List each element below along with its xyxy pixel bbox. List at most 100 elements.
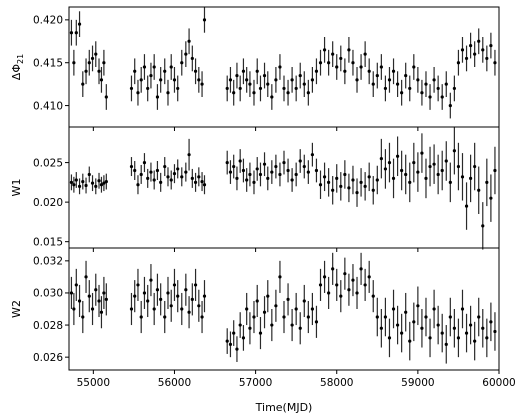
data-point [485, 336, 489, 340]
data-point [87, 294, 91, 298]
data-point [355, 78, 359, 82]
data-point [363, 184, 367, 188]
data-point [228, 170, 233, 174]
data-point [232, 331, 236, 335]
data-point [169, 65, 173, 69]
data-point [469, 43, 473, 48]
data-point [133, 294, 137, 298]
data-point [444, 159, 448, 163]
data-point [155, 95, 160, 99]
data-point [152, 65, 156, 69]
y-tick-label: 0.025 [33, 157, 63, 169]
data-point [252, 180, 256, 184]
y-axis-label: ΔΦ21 [10, 54, 25, 80]
data-point [448, 103, 452, 108]
data-point [252, 91, 256, 95]
data-point [232, 91, 236, 95]
data-point [359, 180, 363, 184]
data-point [395, 323, 400, 327]
data-point [172, 78, 177, 82]
data-point [440, 95, 444, 99]
data-point [404, 172, 408, 177]
data-point [90, 56, 95, 61]
data-point [318, 61, 323, 65]
data-point [200, 82, 204, 86]
data-point [343, 69, 347, 73]
y-tick-label: 0.030 [33, 288, 63, 300]
data-point [163, 315, 167, 319]
data-point [286, 297, 290, 301]
data-point [456, 336, 461, 340]
data-point [375, 73, 379, 78]
data-point [440, 331, 444, 335]
data-point [266, 176, 270, 181]
data-point [387, 336, 392, 340]
data-point [129, 307, 134, 311]
x-tick-label: 59000 [401, 377, 434, 389]
x-tick-label: 58000 [320, 377, 353, 389]
data-point [327, 61, 331, 65]
data-point [166, 91, 170, 95]
data-point [129, 86, 134, 91]
data-point [262, 162, 267, 166]
data-point [255, 167, 259, 171]
data-point [228, 342, 233, 346]
data-point [335, 65, 339, 69]
data-point [436, 323, 440, 327]
data-point [331, 188, 335, 192]
data-point [99, 78, 104, 82]
data-point [184, 170, 188, 174]
data-point [232, 164, 236, 169]
data-point [432, 78, 436, 82]
data-point [428, 164, 432, 169]
data-point [248, 326, 252, 330]
data-point [159, 180, 163, 184]
data-point [149, 170, 153, 174]
data-point [149, 278, 153, 282]
data-point [412, 320, 416, 324]
data-point [428, 336, 432, 340]
data-point [155, 288, 160, 292]
data-point [163, 164, 167, 169]
data-point [416, 78, 420, 82]
data-point [136, 91, 140, 95]
data-point [90, 307, 95, 311]
data-point [367, 69, 371, 73]
data-point [416, 170, 420, 174]
data-point [241, 168, 246, 173]
data-point [460, 48, 465, 52]
y-tick-label: 0.020 [33, 197, 63, 209]
data-point [190, 176, 194, 181]
data-point [493, 168, 497, 173]
data-point [343, 172, 347, 177]
data-point [452, 326, 456, 330]
data-point [298, 73, 302, 78]
data-point [187, 153, 191, 157]
data-point [452, 149, 456, 153]
data-point [436, 86, 440, 91]
data-point [146, 86, 150, 91]
y-tick-label: 0.410 [33, 100, 63, 112]
data-point [387, 160, 392, 165]
data-point [190, 297, 194, 301]
data-point [278, 65, 282, 69]
data-point [339, 56, 343, 61]
data-point [99, 310, 104, 314]
x-axis-label: Time(MJD) [255, 401, 313, 414]
data-point [310, 78, 314, 82]
data-point [278, 275, 282, 279]
data-point [262, 310, 267, 314]
data-point [347, 288, 351, 292]
panel-delta-phi21: 0.410 0.415 0.420 ΔΦ21 [10, 6, 500, 131]
data-point [335, 176, 339, 181]
data-point [255, 299, 259, 303]
x-tick-label: 55000 [77, 377, 110, 389]
data-point [489, 43, 493, 48]
data-point [363, 52, 367, 56]
data-point [310, 307, 314, 311]
data-point [184, 288, 188, 292]
data-point [87, 172, 91, 177]
data-point [493, 61, 497, 65]
data-point [149, 73, 153, 78]
data-point [278, 172, 282, 177]
